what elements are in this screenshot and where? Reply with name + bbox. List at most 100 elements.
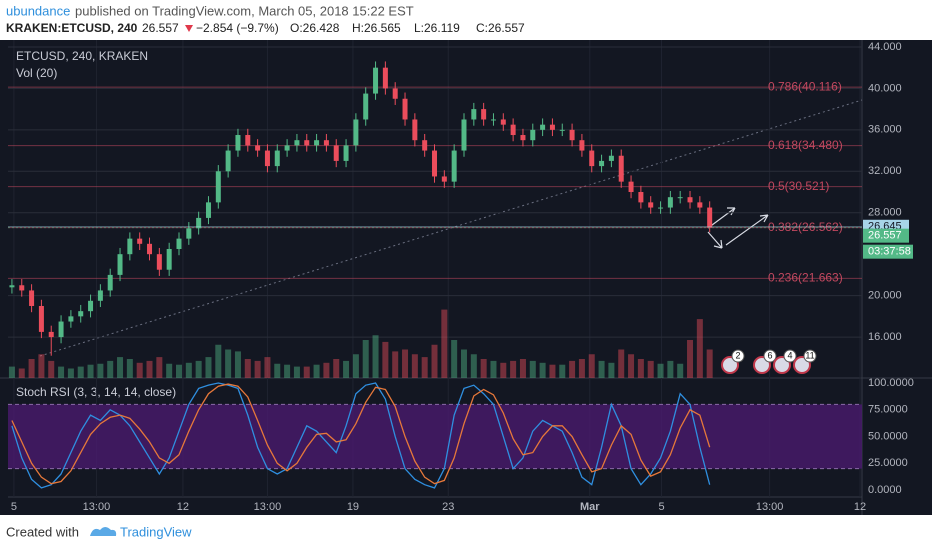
volume-bar <box>618 349 625 378</box>
stoch-line <box>11 382 711 489</box>
candle-body <box>274 150 280 167</box>
stoch-line <box>11 383 711 485</box>
event-count: 2 <box>735 350 740 360</box>
volume-bar <box>598 360 605 378</box>
candle-body <box>127 238 133 255</box>
candle-body <box>29 290 35 306</box>
published: published on TradingView.com, March 05, … <box>75 3 414 18</box>
candle-body <box>697 202 703 208</box>
y-tick-label: 32.000 <box>868 165 902 177</box>
volume-bar <box>136 362 143 378</box>
ohlc-value: H:26.565 <box>352 21 401 35</box>
footer-brand[interactable]: TradingView <box>120 524 192 539</box>
candle-body <box>687 197 693 203</box>
volume-bar <box>490 360 497 378</box>
volume-bar <box>293 366 300 378</box>
volume-bar <box>441 309 448 378</box>
volume-bar <box>38 354 45 378</box>
volume-bar <box>500 362 507 378</box>
volume-bar <box>284 364 291 378</box>
x-tick-label: 23 <box>442 501 454 513</box>
x-tick-label: 19 <box>347 501 359 513</box>
symbol: KRAKEN:ETCUSD, 240 <box>6 21 138 35</box>
y-tick-label: 0.0000 <box>868 484 902 496</box>
candle-body <box>68 316 74 322</box>
author[interactable]: ubundance <box>6 3 70 18</box>
volume-bar <box>166 363 173 378</box>
volume-bar <box>677 363 684 378</box>
candle-body <box>461 119 467 151</box>
volume-bar <box>215 344 222 378</box>
candle-body <box>628 181 634 193</box>
volume-bar <box>323 362 330 378</box>
volume-bar <box>647 360 654 378</box>
down-arrow <box>185 25 193 32</box>
volume-bar <box>382 341 389 378</box>
candle-body <box>412 119 418 141</box>
ohlc-value: O:26.428 <box>290 21 340 35</box>
volume-bar <box>225 349 232 378</box>
candle-body <box>156 254 162 270</box>
volume-bar <box>146 360 153 378</box>
footer-created: Created with <box>6 524 79 539</box>
candle-body <box>520 135 526 141</box>
volume-bar <box>117 357 124 378</box>
candle-body <box>9 285 15 288</box>
x-tick-label: 5 <box>658 501 664 513</box>
y-tick-label: 28.000 <box>868 207 902 219</box>
chart-title: ETCUSD, 240, KRAKEN <box>16 49 148 63</box>
volume-bar <box>696 319 703 378</box>
volume-bar <box>667 360 674 378</box>
candle-body <box>235 135 241 151</box>
volume-bar <box>539 362 546 378</box>
volume-bar <box>234 351 241 378</box>
volume-bar <box>156 357 163 378</box>
y-tick-label: 50.0000 <box>868 430 908 442</box>
x-tick-label: 12 <box>854 501 866 513</box>
ohlc-value: C:26.557 <box>476 21 525 35</box>
ohlc-value: L:26.119 <box>414 21 460 35</box>
candle-body <box>58 321 64 338</box>
candle-body <box>245 135 251 146</box>
candle-body <box>589 150 595 167</box>
candle-body <box>638 192 644 203</box>
candle-body <box>255 145 261 151</box>
fib-label: 0.786(40.116) <box>768 79 842 93</box>
volume-bar <box>205 357 212 378</box>
candle-body <box>343 145 349 161</box>
event-count: 4 <box>787 350 792 360</box>
candle-body <box>97 290 103 301</box>
volume-bar <box>28 359 35 378</box>
volume-bar <box>392 351 399 378</box>
candle-body <box>608 155 614 161</box>
volume-bar <box>264 357 271 378</box>
volume-bar <box>608 362 615 378</box>
volume-bar <box>480 359 487 378</box>
candle-body <box>323 140 329 146</box>
price-label-box <box>863 228 909 243</box>
volume-bar <box>58 366 65 378</box>
volume-bar <box>372 335 379 378</box>
volume-bar <box>303 366 310 378</box>
event-badge <box>763 349 777 363</box>
candle-body <box>559 129 565 131</box>
volume-bar <box>195 360 202 378</box>
volume-bar <box>67 368 74 378</box>
event-badge <box>803 349 817 363</box>
volume-bar <box>431 344 438 378</box>
candle-body <box>225 150 231 172</box>
countdown: 03:37:58 <box>868 246 911 258</box>
band <box>8 404 862 469</box>
candle-body <box>648 202 654 208</box>
volume-bar <box>8 366 15 378</box>
volume-bar <box>313 364 320 378</box>
fib-label: 0.618(34.480) <box>768 138 843 152</box>
candle-body <box>186 228 192 239</box>
volume-bar <box>254 360 261 378</box>
y-tick-label: 40.000 <box>868 82 902 94</box>
candle-body <box>490 119 496 121</box>
volume-bar <box>588 354 595 378</box>
y-tick-label: 16.000 <box>868 331 902 343</box>
candle-body <box>314 140 320 146</box>
volume-bar <box>77 366 84 378</box>
